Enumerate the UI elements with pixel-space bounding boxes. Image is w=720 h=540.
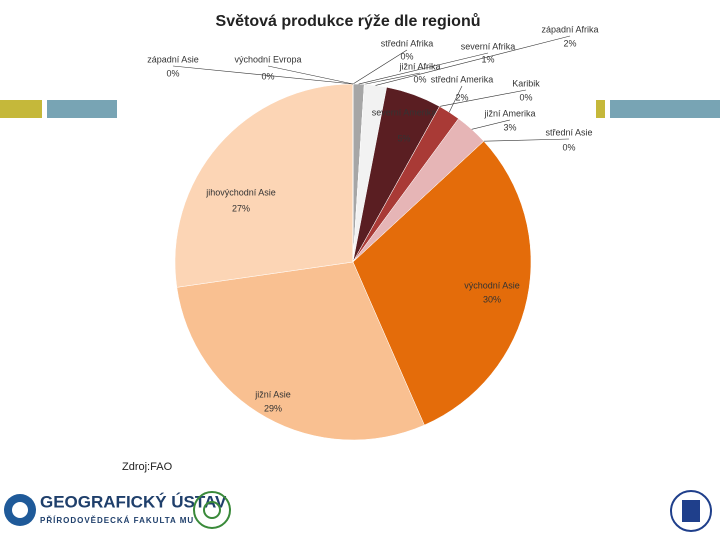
value-label: 5% (397, 133, 410, 143)
logo-title: GEOGRAFICKÝ ÚSTAV (40, 492, 227, 511)
slice-label: východní Asie (464, 280, 520, 290)
leader-line (483, 138, 570, 142)
value-label: 0% (413, 74, 426, 84)
logo: GEOGRAFICKÝ ÚSTAV PŘÍRODOVĚDECKÁ FAKULTA… (4, 490, 712, 532)
value-label: 3% (503, 122, 516, 132)
slice-label: západní Afrika (541, 24, 598, 34)
pie-slice (176, 261, 425, 441)
slice-label: jižní Asie (254, 389, 291, 399)
value-label: 30% (483, 294, 501, 304)
accent-bar (596, 100, 605, 118)
value-label: 27% (232, 203, 250, 213)
value-label: 1% (481, 54, 494, 64)
leader-line (471, 119, 511, 130)
slice-label: jihovýchodní Asie (205, 187, 276, 197)
value-label: 0% (519, 92, 532, 102)
slice-label: Karibik (512, 78, 540, 88)
slice-label: střední Asie (545, 127, 592, 137)
slice-label: střední Amerika (431, 74, 494, 84)
leader-line (352, 49, 408, 85)
logo-icon (193, 491, 231, 529)
value-label: 29% (264, 403, 282, 413)
logo-icon (12, 502, 28, 518)
chart-title: Světová produkce rýže dle regionů (216, 13, 481, 30)
value-label: 2% (563, 38, 576, 48)
logo-icon (203, 501, 221, 519)
logo-icon (682, 500, 700, 522)
value-label: 0% (166, 68, 179, 78)
leader-line (358, 52, 489, 85)
value-label: 0% (261, 71, 274, 81)
accent-bar (47, 100, 117, 118)
slice-label: severní Afrika (461, 41, 516, 51)
slice-label: střední Afrika (381, 38, 434, 48)
value-label: 0% (562, 142, 575, 152)
leader-line (267, 65, 354, 85)
leader-line (439, 89, 527, 107)
leader-line (448, 85, 463, 113)
logo-subtitle: PŘÍRODOVĚDECKÁ FAKULTA MU (40, 516, 194, 525)
slice-label: západní Asie (147, 54, 199, 64)
slice-label: jižní Amerika (483, 108, 535, 118)
value-label: 0% (400, 51, 413, 61)
leader-line (375, 35, 571, 86)
leader-line (364, 72, 421, 85)
slice-label: severní Amerika (372, 107, 437, 117)
slice-label: jižní Afrika (398, 61, 440, 71)
leader-line (172, 65, 354, 85)
slice-label: východní Evropa (234, 54, 301, 64)
accent-bar (0, 100, 42, 118)
accent-bar (610, 100, 720, 118)
source: Zdroj:FAO (122, 461, 173, 473)
logo-icon (670, 490, 712, 532)
pie-slice (352, 140, 532, 426)
value-label: 2% (455, 92, 468, 102)
pie-slice (174, 83, 354, 288)
